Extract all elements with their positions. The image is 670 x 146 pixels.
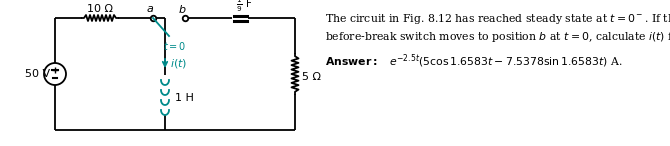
Text: The circuit in Fig. 8.12 has reached steady state at $t = 0^-$. If the make-: The circuit in Fig. 8.12 has reached ste… [325,12,670,26]
Text: 1 H: 1 H [175,93,194,103]
Text: $\mathbf{Answer:}$   $e^{-2.5t}(5\cos 1.6583t - 7.5378\sin 1.6583t)$ A.: $\mathbf{Answer:}$ $e^{-2.5t}(5\cos 1.65… [325,52,623,70]
Text: 10 Ω: 10 Ω [87,4,113,14]
Text: $t=0$: $t=0$ [163,40,186,52]
Text: $\frac{1}{9}$ F: $\frac{1}{9}$ F [236,0,253,14]
Text: before-break switch moves to position $b$ at $t = 0$, calculate $i(t)$ for $t > : before-break switch moves to position $b… [325,30,670,44]
Text: 5 Ω: 5 Ω [302,72,321,82]
Text: 50 V: 50 V [25,69,50,79]
Text: $a$: $a$ [146,4,154,14]
Text: $i(t)$: $i(t)$ [170,57,187,70]
Text: $b$: $b$ [178,3,186,15]
